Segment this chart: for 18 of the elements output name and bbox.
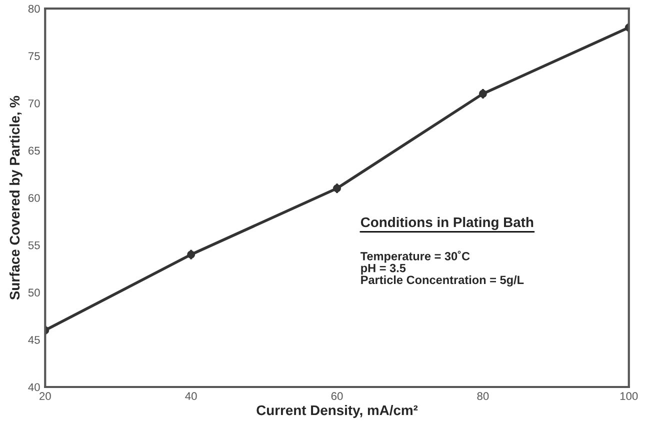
annotation: Conditions in Plating Bath — [360, 216, 534, 230]
y-axis-title: Surface Covered by Particle, % — [9, 96, 22, 300]
x-tick-label: 20 — [40, 392, 51, 400]
x-tick-label: 60 — [331, 392, 343, 400]
y-tick-label: 45 — [28, 336, 40, 344]
x-tick-label: 40 — [185, 392, 197, 400]
y-tick-label: 65 — [28, 146, 40, 155]
x-axis-title: Current Density, mA/cm² — [256, 404, 418, 418]
y-tick-label: 60 — [28, 194, 40, 202]
annotation: Temperature = 30˚C pH = 3.5 Particle Concentration = 5g/L — [360, 250, 524, 286]
y-tick-label: 40 — [28, 383, 40, 392]
y-tick-label: 80 — [28, 4, 40, 13]
y-tick-label: 75 — [28, 52, 40, 60]
x-tick-label: 80 — [477, 392, 489, 400]
x-tick-label: 100 — [620, 392, 638, 400]
y-tick-label: 55 — [28, 241, 40, 250]
y-tick-label: 70 — [28, 99, 40, 108]
y-tick-label: 50 — [28, 288, 40, 297]
